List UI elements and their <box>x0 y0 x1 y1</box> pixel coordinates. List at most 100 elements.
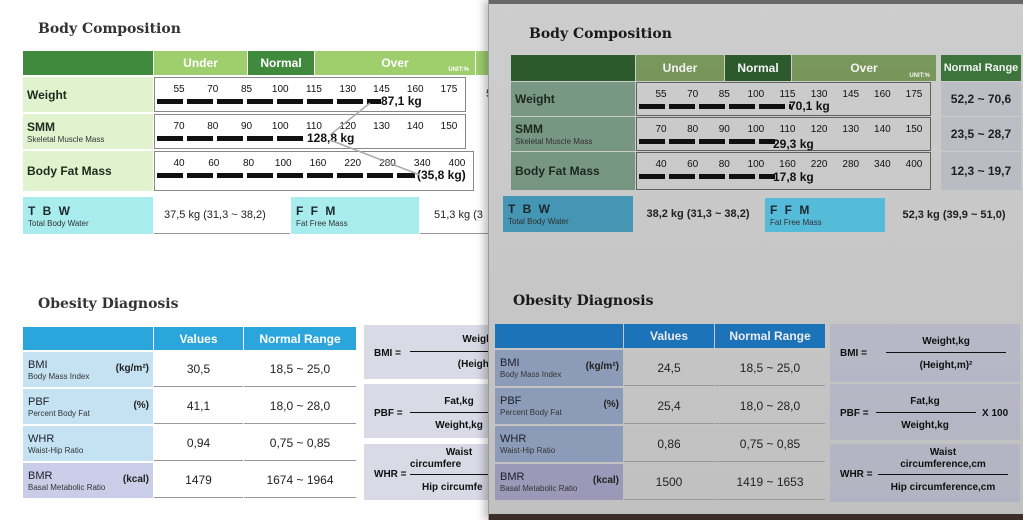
fraction-line <box>410 412 505 413</box>
scale-tick: 110 <box>306 121 322 132</box>
body-composition-title: Body Composition <box>38 21 181 37</box>
header-over-label: Over <box>381 56 409 70</box>
formula-numerator: circumfere <box>410 459 462 470</box>
connector-lines <box>329 102 421 176</box>
scale-tick: 110 <box>779 124 796 135</box>
tbw-value: 38,2 kg (31,3 ~ 38,2) <box>646 208 750 220</box>
left-report-panel: Body Composition Under Normal Over UNIT:… <box>0 0 505 520</box>
pbf-formula: PBF = Fat,kg Weight,kg <box>364 384 505 438</box>
ob-row-label-pbf: PBF Percent Body Fat (%) <box>23 389 153 424</box>
level-bar <box>639 174 775 179</box>
ob-label-sub: Body Mass Index <box>500 370 562 379</box>
ob-label-sub: Waist-Hip Ratio <box>28 445 84 455</box>
row-label-sub: Skeletal Muscle Mass <box>27 134 105 144</box>
tbw-label: T B W Total Body Water <box>23 197 153 234</box>
row-label-bfm: Body Fat Mass <box>23 151 153 191</box>
header-under: Under <box>636 55 724 81</box>
scale-tick: 60 <box>208 158 220 169</box>
formula-denominator: Hip circumfe <box>422 482 483 493</box>
ob-value: 0,86 <box>624 426 714 462</box>
ob-label-sub: Basal Metabolic Ratio <box>28 482 106 492</box>
header-over-label: Over <box>850 61 878 75</box>
formula-lhs: PBF = <box>840 408 869 419</box>
ob-unit: (kcal) <box>122 474 149 485</box>
whr-formula: WHR = Waist circumference,cm Hip circumf… <box>830 444 1020 502</box>
weight-range: 52,2 ~ 70,6 <box>941 82 1021 116</box>
ob-header-range: Normal Range <box>244 327 356 350</box>
scale-tick: 80 <box>718 159 730 170</box>
scale-tick: 400 <box>448 158 466 169</box>
ob-unit: (%) <box>133 400 149 411</box>
ob-unit: (kg/m²) <box>115 363 149 374</box>
measured-value: 29,3 kg <box>773 137 814 151</box>
ob-row-label-bmr: BMR Basal Metabolic Ratio (kcal) <box>23 463 153 498</box>
ob-label-text: BMI <box>500 357 520 369</box>
ob-value: 0,94 <box>154 426 243 461</box>
header-over: Over UNIT:% <box>315 51 475 75</box>
scale-tick: 160 <box>309 158 327 169</box>
ob-label-sub: Waist-Hip Ratio <box>500 446 556 455</box>
formula-lhs: WHR = <box>374 469 407 480</box>
weight-bar-cell: 55 70 85 100 115 130 145 160 175 70,1 kg <box>636 82 931 116</box>
bmi-formula: BMI = Weight (Height <box>364 325 505 379</box>
scale-tick: 130 <box>810 89 828 100</box>
ob-label-text: WHR <box>500 433 527 445</box>
tbw-label: T B W Total Body Water <box>503 196 633 232</box>
fraction-line <box>886 352 1006 353</box>
ob-row-label-whr: WHR Waist-Hip Ratio <box>23 426 153 461</box>
ob-value: 30,5 <box>154 352 243 387</box>
formula-numerator: Fat,kg <box>910 396 940 407</box>
fraction-line <box>410 351 505 352</box>
right-report-panel: Body Composition Under Normal Over UNIT:… <box>488 0 1023 520</box>
header-under: Under <box>154 51 247 75</box>
measured-value: 87,1 kg <box>381 94 422 108</box>
scale-tick: 55 <box>655 89 667 100</box>
ob-label-text: BMR <box>28 469 53 482</box>
ob-normal-range: 18,5 ~ 25,0 <box>244 352 356 387</box>
ffm-label: F F M Fat Free Mass <box>765 198 885 232</box>
ob-label-sub: Percent Body Fat <box>28 408 90 418</box>
level-bar <box>639 139 775 144</box>
row-label-sub: Skeletal Muscle Mass <box>515 137 593 146</box>
ob-unit: (kg/m²) <box>585 361 619 372</box>
ob-header-blank <box>23 327 153 350</box>
row-label-text: SMM <box>515 122 543 136</box>
scale-tick: 100 <box>271 121 289 132</box>
measured-value: 17,8 kg <box>773 170 814 184</box>
scale-tick: 280 <box>842 159 860 170</box>
scale-tick: 70 <box>687 89 699 100</box>
ob-unit: (%) <box>603 399 619 410</box>
ffm-label-text: F F M <box>296 203 338 218</box>
scale-tick: 400 <box>905 159 923 170</box>
scale-tick: 150 <box>440 121 458 132</box>
smm-bar-cell: 70 80 90 100 110 120 130 140 150 128,8 kg <box>154 114 466 149</box>
scale-tick: 175 <box>905 89 923 100</box>
scale-tick: 80 <box>687 124 699 135</box>
formula-denominator: Weight,kg <box>901 420 949 431</box>
tbw-label-sub: Total Body Water <box>508 217 569 226</box>
formula-denominator: (Height,m)² <box>919 360 973 371</box>
formula-numerator-top: Waist <box>929 447 957 458</box>
scale-tick: 120 <box>810 124 828 135</box>
ffm-value: 51,3 kg (3 <box>420 197 505 234</box>
measured-value: (35,8 kg) <box>417 168 466 182</box>
tbw-label-text: T B W <box>28 203 72 218</box>
scale-tick: 100 <box>747 159 765 170</box>
ob-row-label-whr: WHR Waist-Hip Ratio <box>495 426 623 462</box>
tbw-label-text: T B W <box>508 202 552 216</box>
scale-tick: 130 <box>842 124 860 135</box>
ob-normal-range: 18,0 ~ 28,0 <box>715 388 825 424</box>
header-normal: Normal <box>725 55 791 81</box>
row-label-weight: Weight <box>511 82 635 116</box>
scale-tick: 90 <box>718 124 730 135</box>
scale-tick: 85 <box>718 89 730 100</box>
ob-label-sub: Percent Body Fat <box>500 408 562 417</box>
header-over: Over UNIT:% <box>792 55 936 81</box>
header-blank <box>23 51 153 75</box>
smm-bar-cell: 70 80 90 100 110 120 130 140 150 29,3 kg <box>636 117 931 151</box>
monitor-bezel <box>489 0 1023 4</box>
formula-lhs: BMI = <box>840 348 867 359</box>
ob-normal-range: 0,75 ~ 0,85 <box>715 426 825 462</box>
tbw-value: 37,5 kg (31,3 ~ 38,2) <box>154 197 290 234</box>
ob-label-text: BMI <box>28 358 48 371</box>
